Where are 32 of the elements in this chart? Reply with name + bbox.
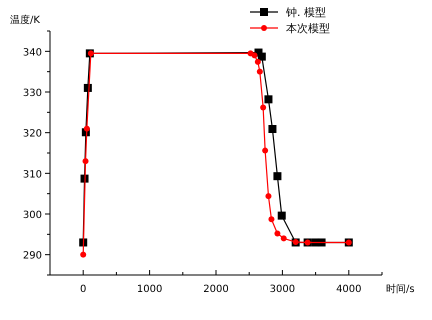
y-tick-label: 300 [22, 210, 42, 221]
point [268, 125, 276, 134]
point [80, 252, 86, 258]
y-tick-label: 290 [22, 250, 42, 262]
y-tick-label: 330 [22, 88, 42, 99]
point [254, 58, 261, 65]
point [273, 172, 282, 180]
point [252, 52, 258, 58]
point [274, 230, 280, 237]
legend-label: 钟. 模型 [285, 6, 326, 19]
legend-label: 本次模型 [286, 22, 330, 35]
point [280, 235, 287, 242]
x-tick-label: 4000 [336, 284, 362, 295]
point [264, 95, 272, 104]
y-tick-label: 310 [22, 169, 42, 180]
x-axis-title: 时间/s [386, 283, 415, 295]
x-tick-label: 2000 [203, 284, 229, 295]
x-tick-label: 3000 [270, 284, 296, 295]
y-axis-title: 温度/K [10, 14, 40, 26]
point [84, 126, 90, 132]
point [82, 158, 89, 164]
point [265, 193, 272, 200]
y-tick-label: 320 [22, 128, 42, 140]
point [258, 52, 266, 61]
point [278, 212, 286, 220]
point [260, 104, 266, 110]
x-tick-label: 0 [80, 284, 86, 295]
point [256, 68, 263, 75]
x-tick-label: 1000 [136, 284, 162, 295]
y-tick-label: 340 [22, 47, 42, 58]
point [262, 148, 268, 154]
point [268, 216, 274, 222]
